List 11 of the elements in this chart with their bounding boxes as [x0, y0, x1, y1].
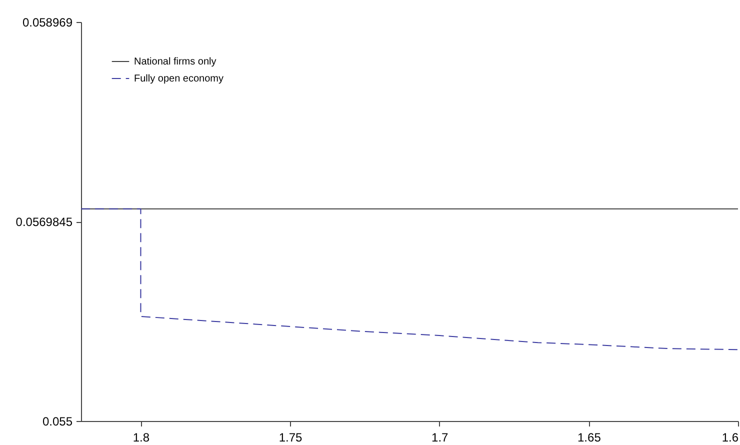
legend-label: National firms only — [134, 56, 216, 68]
x-tick-label: 1.8 — [132, 430, 150, 444]
x-tick-label: 1.75 — [278, 430, 303, 444]
line-series — [80, 208, 738, 350]
x-tick-label: 1.7 — [432, 430, 449, 444]
x-tick-label: 1.6 — [722, 430, 739, 444]
y-tick-label: 0.058969 — [22, 16, 73, 30]
y-tick-label: 0.055 — [42, 414, 73, 428]
y-tick-label: 0.0569845 — [16, 215, 73, 229]
legend-label: Fully open economy — [134, 74, 224, 84]
x-tick-label: 1.65 — [578, 430, 602, 444]
